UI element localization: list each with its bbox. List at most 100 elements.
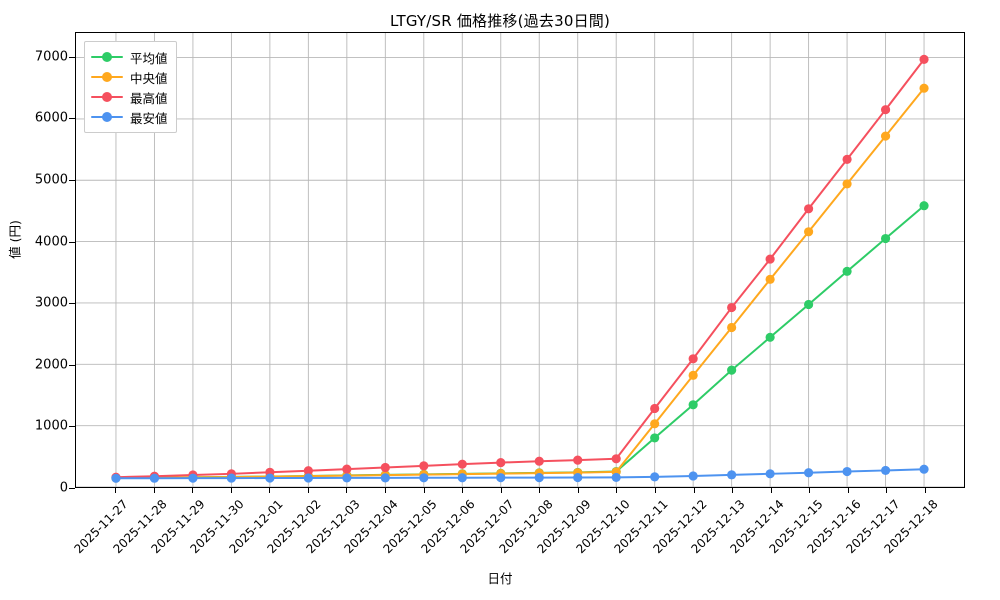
y-tick-mark xyxy=(69,179,75,181)
legend-item-3[interactable]: 最高値 xyxy=(91,87,168,107)
y-tick-label: 7000 xyxy=(34,49,68,65)
chart-legend: 平均値 中央値 最高値最安値 xyxy=(84,41,177,133)
y-tick-label: 1000 xyxy=(34,418,68,434)
series-marker xyxy=(688,354,698,364)
series-marker xyxy=(573,472,583,483)
series-marker xyxy=(765,274,775,284)
series-marker xyxy=(727,365,737,375)
series-marker xyxy=(573,455,583,465)
y-tick-label: 6000 xyxy=(34,110,68,126)
series-marker xyxy=(534,473,544,483)
series-marker xyxy=(419,473,429,483)
x-tick-mark xyxy=(192,488,194,493)
legend-item-4[interactable]: 最安値 xyxy=(91,107,168,127)
x-tick-mark xyxy=(385,488,387,493)
series-marker xyxy=(380,462,390,473)
series-marker xyxy=(919,201,929,211)
y-tick-mark xyxy=(69,364,75,366)
series-marker xyxy=(880,233,891,244)
x-tick-mark xyxy=(115,488,117,493)
series-marker xyxy=(804,468,814,478)
series-marker xyxy=(765,469,775,479)
y-tick-mark xyxy=(69,56,75,58)
x-tick-mark xyxy=(153,488,155,493)
series-marker xyxy=(342,473,352,483)
y-tick-label: 3000 xyxy=(34,295,68,311)
series-marker xyxy=(919,464,929,474)
y-tick-mark xyxy=(69,426,75,428)
x-tick-mark xyxy=(693,488,695,493)
series-marker xyxy=(496,473,506,483)
series-marker xyxy=(842,266,852,276)
series-marker xyxy=(727,470,737,480)
series-marker xyxy=(880,465,891,476)
x-axis-tick-labels: 2025-11-27 2025-11-28 2025-11-29 2025-11-30… xyxy=(72,495,965,565)
series-marker xyxy=(534,456,544,466)
series-marker xyxy=(727,322,737,333)
series-marker xyxy=(342,464,352,474)
series-marker xyxy=(265,473,275,483)
x-tick-mark xyxy=(577,488,579,493)
series-marker xyxy=(496,458,506,468)
series-marker xyxy=(842,179,852,189)
legend-label: 最安値 xyxy=(130,110,168,126)
legend-marker-icon xyxy=(91,50,123,64)
series-marker xyxy=(919,83,929,93)
legend-label: 平均値 xyxy=(130,50,168,66)
chart-title: LTGY/SR 価格推移(過去30日間) xyxy=(389,12,611,30)
x-tick-mark xyxy=(924,488,926,493)
series-marker xyxy=(650,419,660,429)
series-marker xyxy=(842,154,852,164)
x-tick-mark xyxy=(307,488,309,493)
series-marker xyxy=(880,131,891,141)
series-marker xyxy=(688,370,698,380)
y-tick-label: 2000 xyxy=(34,357,68,373)
y-tick-mark xyxy=(69,241,75,243)
y-tick-mark xyxy=(69,488,75,489)
x-tick-mark xyxy=(230,488,232,493)
y-tick-label: 5000 xyxy=(34,172,68,188)
x-tick-mark xyxy=(732,488,734,493)
x-tick-mark xyxy=(847,488,849,493)
x-tick-mark xyxy=(423,488,425,493)
series-marker xyxy=(765,254,775,264)
x-tick-mark xyxy=(346,488,348,493)
series-marker xyxy=(650,433,660,443)
y-tick-label: 4000 xyxy=(34,234,68,249)
series-line xyxy=(114,204,926,479)
series-marker xyxy=(842,466,852,477)
y-axis-tick-labels: 0 1000 2000 3000 4000 5000 6000 7000 xyxy=(0,32,68,495)
legend-item-2[interactable]: 中央値 xyxy=(91,67,168,87)
series-marker xyxy=(688,471,698,481)
series-marker xyxy=(226,473,236,483)
x-tick-mark xyxy=(500,488,502,493)
series-marker xyxy=(111,473,121,483)
plot-area xyxy=(75,32,965,488)
series-marker xyxy=(804,204,814,214)
series-marker xyxy=(149,473,160,483)
x-tick-mark xyxy=(462,488,464,493)
series-marker xyxy=(188,473,198,483)
series-marker xyxy=(804,299,814,310)
y-tick-mark xyxy=(69,303,75,305)
series-marker xyxy=(804,227,814,237)
series-marker xyxy=(880,105,891,115)
series-marker xyxy=(419,461,429,471)
x-tick-mark xyxy=(886,488,888,493)
x-tick-mark xyxy=(539,488,541,493)
series-marker xyxy=(688,400,698,410)
series-marker xyxy=(611,454,621,464)
legend-marker-icon xyxy=(91,90,123,104)
y-axis-tick-marks xyxy=(0,32,75,489)
series-marker xyxy=(303,466,313,476)
y-tick-mark xyxy=(69,118,75,120)
series-marker xyxy=(650,403,660,414)
series-marker xyxy=(303,473,313,483)
series-line xyxy=(114,87,926,480)
x-tick-mark xyxy=(809,488,811,493)
series-marker xyxy=(457,459,467,469)
legend-item-1[interactable]: 平均値 xyxy=(91,47,168,67)
x-axis-tick-marks xyxy=(75,488,965,495)
series-marker xyxy=(457,473,467,483)
